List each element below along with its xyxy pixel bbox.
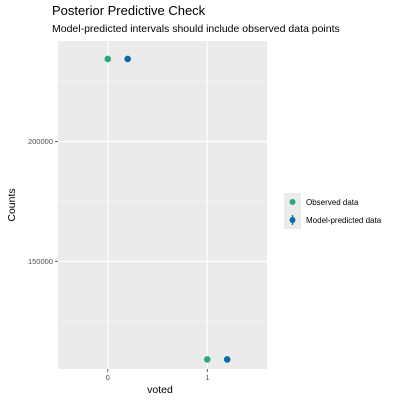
legend: Observed data Model-predicted data [284,193,382,229]
y-tick-label: 150000 [28,257,53,266]
plot-panel [58,41,267,369]
legend-label: Model-predicted data [306,216,382,225]
data-point [203,356,211,363]
y-axis: 150000 200000 [28,137,58,266]
x-tick-label: 1 [205,373,209,382]
legend-label: Observed data [306,198,359,207]
y-tick-label: 200000 [28,137,53,146]
data-point [104,55,112,63]
y-axis-title: Counts [6,188,18,221]
data-point [124,55,131,63]
minor-grid [58,81,267,322]
legend-key-background [284,193,301,229]
x-axis-title: voted [147,384,173,396]
data-points [104,55,231,363]
x-tick-label: 0 [106,373,110,382]
legend-key [289,217,296,223]
legend-key [289,199,296,205]
chart-subtitle: Model-predicted intervals should include… [52,23,340,35]
data-point [223,356,231,363]
chart-title: Posterior Predictive Check [52,3,206,18]
major-grid [58,41,267,369]
